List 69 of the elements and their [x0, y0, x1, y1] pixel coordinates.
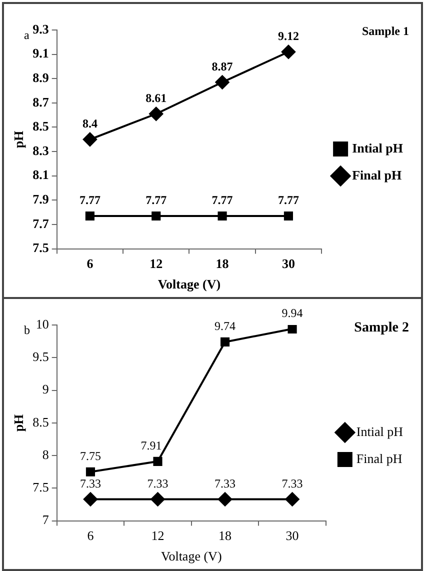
point — [83, 492, 98, 506]
x-tick-label: 12 — [151, 528, 164, 544]
y-tick-label: 8.5 — [32, 118, 50, 134]
data-label: 7.33 — [282, 476, 303, 490]
data-label: 7.77 — [278, 193, 299, 208]
x-tick-label: 30 — [286, 528, 299, 544]
y-axis-title: pH — [11, 414, 26, 432]
y-tick-label: 9.5 — [32, 349, 49, 364]
x-tick-label: 30 — [282, 256, 295, 271]
y-axis-title: pH — [11, 130, 26, 148]
y-tick-label: 7.9 — [32, 192, 50, 207]
point — [152, 211, 161, 221]
data-label: 9.12 — [278, 28, 299, 43]
point — [284, 211, 294, 221]
y-tick-label: 10 — [36, 316, 49, 332]
data-label: 7.77 — [146, 193, 167, 208]
point — [82, 132, 97, 146]
text: Sample 1 — [362, 24, 409, 38]
y-tick-label: 8.7 — [32, 94, 50, 110]
x-tick-label: 12 — [150, 256, 163, 271]
data-label: 8.87 — [212, 59, 233, 74]
point — [285, 492, 300, 506]
x-axis-title: Voltage (V) — [161, 548, 222, 564]
x-tick-label: 6 — [87, 528, 94, 544]
point — [149, 106, 164, 121]
data-label: 8.61 — [146, 90, 167, 105]
data-label: 9.94 — [282, 306, 303, 320]
x-tick-label: 6 — [86, 256, 94, 271]
y-tick-label: 8.1 — [32, 167, 49, 182]
y-tick-label: 8 — [42, 446, 49, 462]
x-axis-title: Voltage (V) — [158, 276, 221, 292]
data-label: 8.4 — [82, 116, 98, 130]
y-tick-label: 7.7 — [32, 216, 50, 231]
text: Sample 2 — [354, 320, 409, 336]
y-tick-label: 8.3 — [32, 142, 50, 158]
point — [288, 325, 297, 334]
point — [281, 44, 296, 59]
data-label: 7.77 — [212, 193, 233, 208]
point — [150, 492, 165, 506]
point — [218, 492, 232, 506]
y-tick-label: 9 — [42, 382, 49, 397]
point — [220, 337, 230, 347]
y-tick-label: 9.3 — [32, 21, 50, 36]
data-label: 7.33 — [80, 476, 101, 490]
point — [85, 211, 94, 221]
y-tick-label: 7.5 — [32, 240, 50, 256]
x-tick-label: 18 — [218, 528, 232, 544]
point — [153, 456, 162, 466]
legend-label: Intial pH — [356, 424, 404, 439]
data-label: 7.33 — [214, 476, 236, 490]
point — [218, 211, 227, 221]
point — [86, 467, 96, 476]
y-tick-label: 7 — [42, 512, 50, 528]
y-tick-label: 8.9 — [32, 70, 50, 85]
data-label: 7.75 — [80, 449, 101, 464]
legend-label: Final pH — [352, 167, 402, 182]
data-label: 7.77 — [79, 193, 100, 208]
data-label: 7.33 — [147, 476, 168, 490]
x-tick-label: 18 — [216, 256, 230, 271]
text: b — [24, 323, 30, 338]
data-label: 9.74 — [214, 319, 236, 334]
y-tick-label: 7.5 — [32, 480, 49, 495]
data-label: 7.91 — [140, 438, 162, 453]
y-tick-label: 8.5 — [32, 414, 49, 430]
point — [215, 75, 230, 90]
legend-label: Intial pH — [352, 140, 404, 156]
text: a — [24, 28, 30, 42]
y-tick-label: 9.1 — [32, 46, 49, 61]
legend-label: Final pH — [356, 450, 402, 466]
